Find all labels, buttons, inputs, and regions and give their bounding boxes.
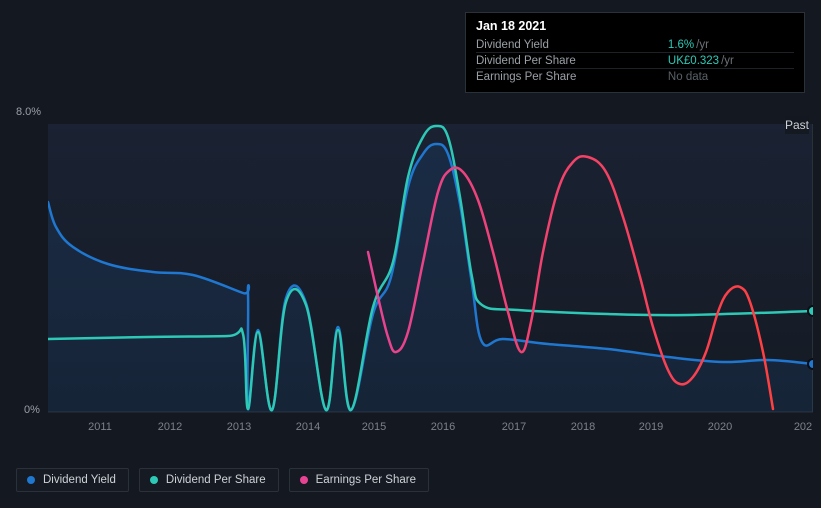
legend-label: Dividend Per Share	[166, 474, 266, 486]
svg-text:2014: 2014	[296, 421, 320, 433]
legend-item-dividend-yield[interactable]: Dividend Yield	[16, 468, 129, 492]
svg-text:2020: 2020	[708, 421, 732, 433]
tooltip-row-value: UK£0.323/yr	[668, 53, 794, 69]
tooltip-row-label: Dividend Per Share	[476, 53, 668, 69]
svg-text:2018: 2018	[571, 421, 595, 433]
legend-label: Earnings Per Share	[316, 474, 416, 486]
chart-tooltip: Jan 18 2021 Dividend Yield 1.6%/yr Divid…	[465, 12, 805, 93]
svg-text:2015: 2015	[362, 421, 386, 433]
tooltip-row-value: No data	[668, 69, 794, 85]
svg-text:2011: 2011	[88, 421, 112, 433]
svg-text:2017: 2017	[502, 421, 526, 433]
svg-text:2016: 2016	[431, 421, 455, 433]
y-tick-max: 8.0%	[16, 106, 41, 118]
svg-text:2019: 2019	[639, 421, 663, 433]
svg-text:2012: 2012	[158, 421, 182, 433]
legend-dot	[27, 476, 35, 484]
legend-item-dividend-per-share[interactable]: Dividend Per Share	[139, 468, 279, 492]
legend: Dividend Yield Dividend Per Share Earnin…	[16, 468, 429, 492]
legend-item-earnings-per-share[interactable]: Earnings Per Share	[289, 468, 429, 492]
legend-dot	[150, 476, 158, 484]
dividend-chart-root: 2011201220132014201520162017201820192020…	[0, 0, 821, 508]
legend-label: Dividend Yield	[43, 474, 116, 486]
tooltip-row-label: Earnings Per Share	[476, 69, 668, 85]
svg-text:2013: 2013	[227, 421, 251, 433]
svg-text:202: 202	[794, 421, 812, 433]
y-tick-min: 0%	[24, 404, 40, 416]
legend-dot	[300, 476, 308, 484]
tooltip-row-value: 1.6%/yr	[668, 37, 794, 53]
tooltip-table: Dividend Yield 1.6%/yr Dividend Per Shar…	[476, 37, 794, 84]
tooltip-date: Jan 18 2021	[476, 19, 794, 33]
tooltip-row-label: Dividend Yield	[476, 37, 668, 53]
past-badge: Past	[785, 116, 809, 134]
